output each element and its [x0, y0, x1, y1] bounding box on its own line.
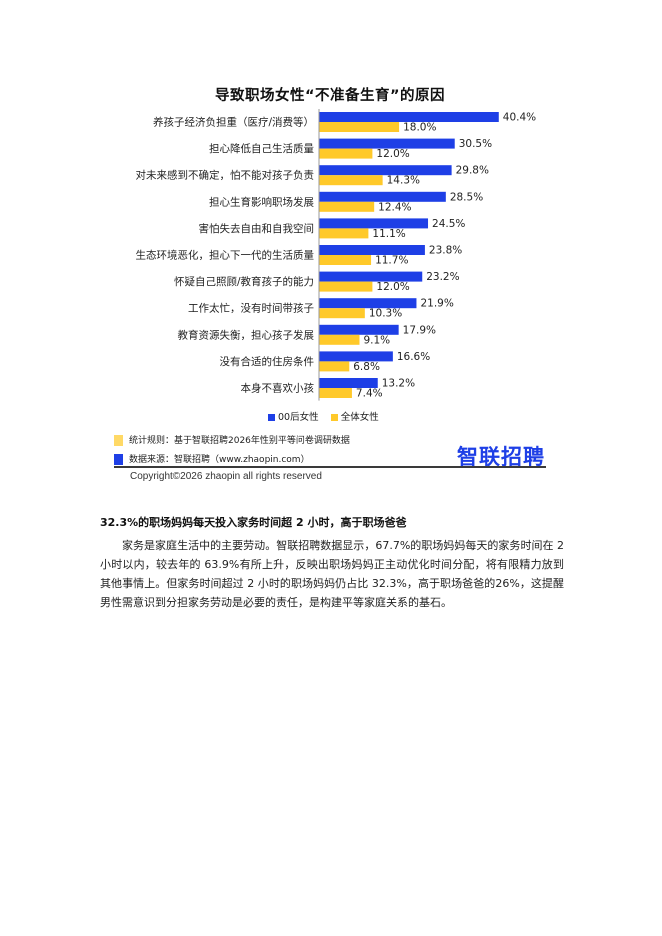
chart-title: 导致职场女性“不准备生育”的原因 [214, 88, 446, 104]
data-label-00hou: 21.9% [420, 298, 453, 310]
bar-00hou [319, 138, 455, 149]
data-label-00hou: 17.9% [403, 324, 436, 336]
bar-00hou [319, 191, 446, 202]
yellow-square-icon [114, 435, 123, 446]
bar-all-women [319, 255, 372, 265]
data-label-00hou: 23.8% [429, 245, 462, 257]
bar-00hou [319, 271, 423, 282]
category-label: 担心降低自己生活质量 [209, 142, 314, 155]
bar-all-women [319, 228, 369, 239]
data-label-all-women: 11.1% [372, 228, 405, 240]
bar-00hou [319, 218, 429, 229]
blue-square-icon [114, 454, 123, 465]
category-label: 生态环境恶化，担心下一代的生活质量 [136, 249, 315, 262]
category-label: 没有合适的住房条件 [220, 355, 315, 368]
stat-rule-text: 统计规则：基于智联招聘2026年性别平等问卷调研数据 [129, 436, 350, 446]
data-source-text: 数据来源：智联招聘（www.zhaopin.com） [129, 455, 310, 465]
data-label-00hou: 16.6% [397, 351, 430, 363]
legend-label-00hou: 00后女性 [278, 412, 319, 423]
category-label: 对未来感到不确定，怕不能对孩子负责 [136, 169, 315, 182]
bar-all-women [319, 175, 383, 186]
category-label: 工作太忙，没有时间带孩子 [188, 302, 314, 315]
category-label: 怀疑自己照顾/教育孩子的能力 [174, 275, 314, 288]
data-label-00hou: 40.4% [503, 112, 536, 124]
bar-all-women [319, 148, 373, 159]
category-label: 担心生育影响职场发展 [209, 195, 314, 208]
data-label-all-women: 12.4% [378, 201, 411, 213]
data-label-all-women: 12.0% [376, 148, 409, 160]
bar-all-women [319, 281, 373, 292]
stat-rule-note: 统计规则：基于智联招聘2026年性别平等问卷调研数据 [114, 433, 350, 446]
legend-swatch-00hou [268, 414, 275, 421]
data-label-00hou: 23.2% [426, 271, 459, 283]
data-label-00hou: 24.5% [432, 218, 465, 230]
data-label-all-women: 11.7% [375, 255, 408, 267]
data-label-all-women: 9.1% [363, 334, 390, 346]
data-label-00hou: 30.5% [459, 138, 492, 150]
data-label-all-women: 14.3% [387, 175, 420, 187]
bar-all-women [319, 334, 360, 345]
data-label-00hou: 29.8% [456, 165, 489, 177]
section-heading: 32.3%的职场妈妈每天投入家务时间超 2 小时，高于职场爸爸 [100, 516, 407, 529]
category-label: 养孩子经济负担重（医疗/消费等） [153, 116, 314, 129]
bar-all-women [319, 308, 365, 319]
legend-label-all: 全体女性 [340, 412, 379, 423]
data-label-all-women: 12.0% [376, 281, 409, 293]
data-source-note: 数据来源：智联招聘（www.zhaopin.com） [114, 452, 310, 465]
bar-00hou [319, 324, 399, 335]
data-label-all-women: 18.0% [403, 122, 436, 134]
bar-all-women [319, 122, 400, 132]
bar-all-women [319, 361, 350, 372]
bar-all-women [319, 201, 375, 212]
category-label: 害怕失去自由和自我空间 [199, 222, 315, 235]
data-label-00hou: 13.2% [382, 378, 415, 390]
bar-00hou [319, 351, 393, 362]
bar-chart: 养孩子经济负担重（医疗/消费等） 40.4% 18.0% 担心降低自己生活质量 30.5… [136, 109, 536, 401]
legend-swatch-all [330, 414, 338, 421]
chart-figure: 导致职场女性“不准备生育”的原因 养孩子经济负担重（医疗/消费等） 40.4% 18… [100, 80, 560, 482]
footer-divider [114, 466, 546, 468]
bar-00hou [319, 298, 417, 309]
category-label: 本身不喜欢小孩 [241, 382, 315, 395]
bar-all-women [319, 388, 352, 398]
data-label-all-women: 10.3% [369, 308, 402, 320]
data-label-00hou: 28.5% [450, 191, 483, 203]
bar-00hou [319, 112, 499, 122]
chart-legend: 00后女性 全体女性 [268, 409, 379, 423]
category-label: 教育资源失衡，担心孩子发展 [178, 328, 315, 341]
body-paragraph: 家务是家庭生活中的主要劳动。智联招聘数据显示，67.7%的职场妈妈每天的家务时间… [100, 539, 564, 609]
bar-00hou [319, 165, 452, 176]
bar-00hou [319, 245, 425, 255]
data-label-all-women: 6.8% [353, 361, 380, 373]
data-label-all-women: 7.4% [356, 388, 383, 400]
copyright-text: Copyright©2026 zhaopin all rights reserv… [130, 471, 322, 482]
zhaopin-logo: 智联招聘 [457, 445, 545, 469]
bar-00hou [319, 378, 378, 388]
